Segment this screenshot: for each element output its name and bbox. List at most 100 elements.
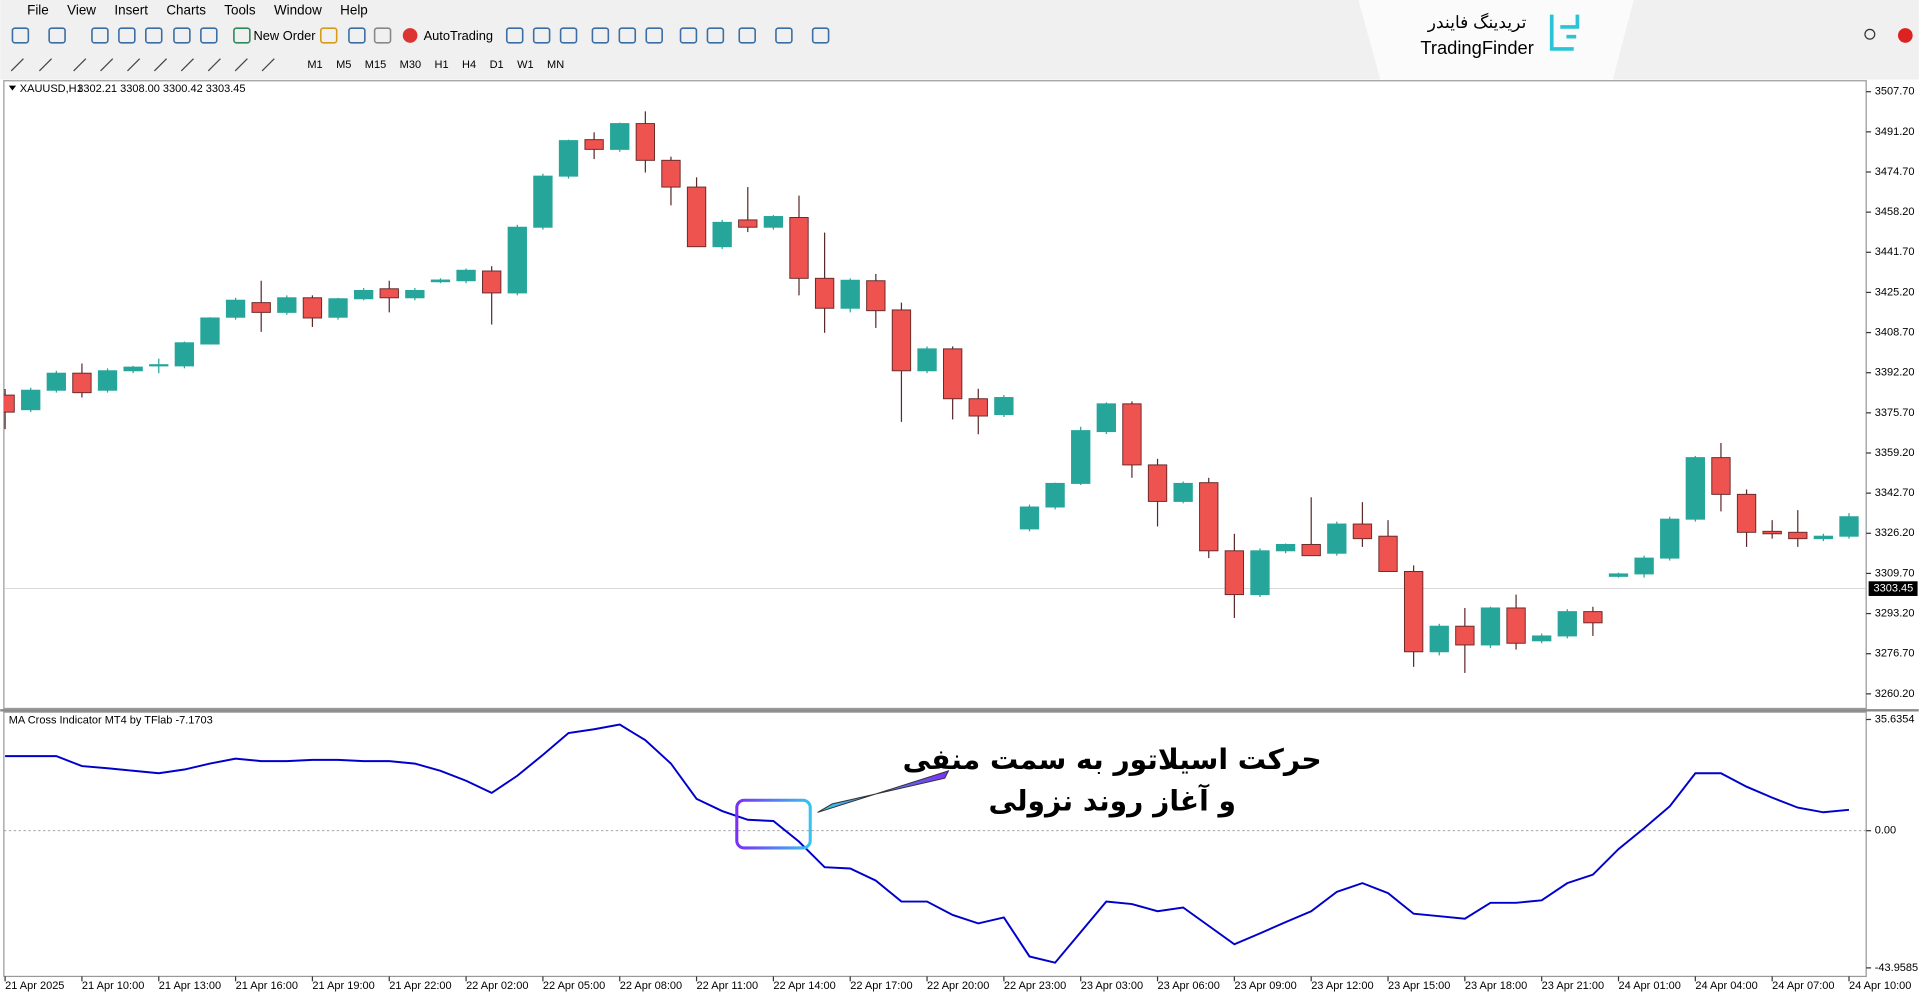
indicator-line xyxy=(5,723,1850,964)
new-order-button[interactable]: New Order xyxy=(253,28,316,43)
menu-item[interactable]: Charts xyxy=(166,3,206,18)
toolbar-icon[interactable] xyxy=(11,27,30,44)
toolbar-icon[interactable] xyxy=(591,27,610,44)
drawing-tool[interactable] xyxy=(180,58,194,72)
toolbar-icon[interactable] xyxy=(319,27,338,44)
toolbar-icon[interactable] xyxy=(559,27,578,44)
candle-body xyxy=(1199,482,1219,552)
candle-body xyxy=(1429,625,1449,653)
y-tick-label: 3342.70 xyxy=(1875,487,1915,499)
candle-body xyxy=(97,370,118,391)
menu-item[interactable]: Tools xyxy=(224,3,256,18)
x-tick-label: 22 Apr 08:00 xyxy=(620,980,682,992)
toolbar-icon[interactable] xyxy=(618,27,637,44)
timeframe-button[interactable]: M5 xyxy=(336,59,351,71)
candle-body xyxy=(1096,403,1116,433)
toolbar-icon[interactable] xyxy=(91,27,109,44)
toolbar-icon[interactable] xyxy=(532,27,551,44)
candle-body xyxy=(942,348,963,400)
candle-body xyxy=(891,309,912,372)
x-tick-label: 21 Apr 16:00 xyxy=(236,980,298,992)
toolbar-icon[interactable] xyxy=(679,27,698,44)
candle-body xyxy=(1455,625,1475,646)
menu-item[interactable]: File xyxy=(27,3,49,18)
autotrading-icon[interactable] xyxy=(402,28,418,43)
candle-body xyxy=(430,279,451,283)
candle-body xyxy=(225,299,246,318)
drawing-tool[interactable] xyxy=(10,58,24,72)
arrow xyxy=(817,770,950,813)
toolbar-icon[interactable] xyxy=(233,27,251,44)
timeframe-button[interactable]: D1 xyxy=(490,59,504,71)
y-tick-label: 3293.20 xyxy=(1875,607,1915,619)
annotation-line: حرکت اسیلاتور به سمت منفی xyxy=(903,743,1322,776)
x-tick-label: 22 Apr 23:00 xyxy=(1004,980,1066,992)
candle-body xyxy=(917,348,937,372)
menu-item[interactable]: Insert xyxy=(114,3,148,18)
drawing-tool[interactable] xyxy=(207,58,221,72)
menu-item[interactable]: Help xyxy=(340,3,368,18)
indicator-panel xyxy=(3,711,1867,978)
toolbar-icon[interactable] xyxy=(775,27,793,44)
drawing-tool[interactable] xyxy=(127,58,141,72)
autotrading-button[interactable]: AutoTrading xyxy=(424,28,493,43)
y-tick-label: 35.6354 xyxy=(1875,713,1915,725)
candle-body xyxy=(1173,482,1193,502)
indicator: 35.6354 0.00 -43.9585 xyxy=(3,713,1918,974)
candle-body xyxy=(584,139,604,150)
toolbar-icon[interactable] xyxy=(373,27,392,44)
toolbar-icon[interactable] xyxy=(645,27,663,44)
drawing-tool[interactable] xyxy=(153,58,168,72)
toolbar-icon[interactable] xyxy=(173,27,191,44)
x-tick-label: 21 Apr 2025 xyxy=(5,980,64,992)
notification-badge[interactable] xyxy=(1897,28,1913,43)
candle-body xyxy=(1327,523,1347,554)
candle-body xyxy=(1788,531,1808,540)
toolbar-icon[interactable] xyxy=(811,27,830,44)
x-tick-label: 23 Apr 21:00 xyxy=(1542,980,1604,992)
y-tick-label: 3392.20 xyxy=(1875,367,1915,379)
candle-body xyxy=(1378,535,1398,572)
toolbar-icon[interactable] xyxy=(738,27,756,44)
x-tick-label: 21 Apr 19:00 xyxy=(312,980,374,992)
symbol-arrow xyxy=(8,85,17,91)
timeframe-button[interactable]: M15 xyxy=(365,59,386,71)
drawing-tool[interactable] xyxy=(73,58,87,72)
x-tick-label: 21 Apr 13:00 xyxy=(159,980,221,992)
toolbar-icon[interactable] xyxy=(706,27,725,44)
candle-body xyxy=(302,297,323,319)
toolbar-icon[interactable] xyxy=(200,27,218,44)
toolbar-icon[interactable] xyxy=(145,27,163,44)
menu-item[interactable]: Window xyxy=(274,3,322,18)
candle-body xyxy=(379,288,399,299)
x-tick-label: 23 Apr 18:00 xyxy=(1465,980,1527,992)
candle-body xyxy=(251,302,271,313)
y-tick-label: 3309.70 xyxy=(1875,567,1915,579)
menu-item[interactable]: View xyxy=(67,3,96,18)
toolbar-icon[interactable] xyxy=(505,27,524,44)
timeframe-button[interactable]: H4 xyxy=(462,59,476,71)
timeframe-button[interactable]: W1 xyxy=(517,59,533,71)
toolbar-icon[interactable] xyxy=(348,27,366,44)
y-tick-label: 0.00 xyxy=(1875,825,1896,837)
candle-body xyxy=(456,269,476,282)
toolbar-icon[interactable] xyxy=(48,27,66,44)
timeframe-button[interactable]: MN xyxy=(547,59,564,71)
search-icon[interactable] xyxy=(1864,28,1876,40)
x-tick-label: 23 Apr 09:00 xyxy=(1234,980,1296,992)
timeframe-button[interactable]: M1 xyxy=(307,59,322,71)
x-tick-label: 23 Apr 15:00 xyxy=(1388,980,1450,992)
timeframe-button[interactable]: M30 xyxy=(400,59,421,71)
toolbar-icon[interactable] xyxy=(118,27,136,44)
candle-body xyxy=(328,298,348,318)
drawing-tool[interactable] xyxy=(38,58,53,72)
timeframe-button[interactable]: H1 xyxy=(435,59,449,71)
drawing-tool[interactable] xyxy=(261,58,275,72)
candle-body xyxy=(1583,611,1603,624)
drawing-tool[interactable] xyxy=(234,58,248,72)
y-tick-label: 3425.20 xyxy=(1875,286,1915,298)
y-tick-label: 3375.70 xyxy=(1875,407,1915,419)
drawing-tool[interactable] xyxy=(100,58,114,72)
y-tick-label: 3458.20 xyxy=(1875,206,1915,218)
